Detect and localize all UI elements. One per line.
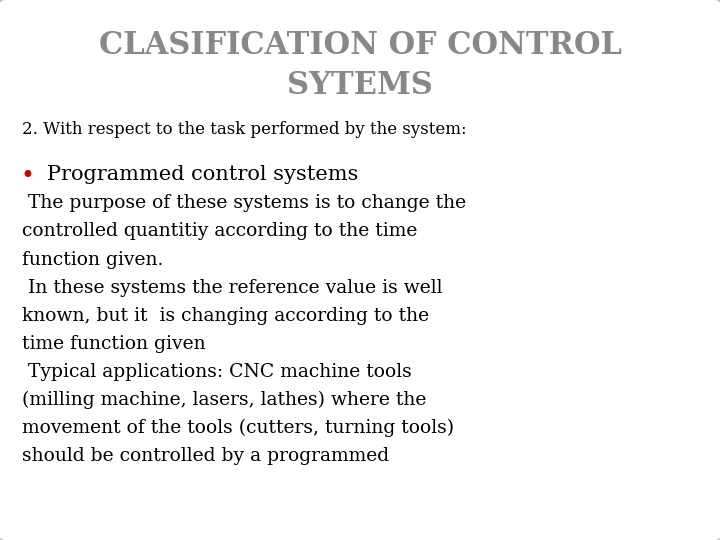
Text: movement of the tools (cutters, turning tools): movement of the tools (cutters, turning … bbox=[22, 419, 454, 437]
Text: function given.: function given. bbox=[22, 251, 163, 268]
Text: CLASIFICATION OF CONTROL: CLASIFICATION OF CONTROL bbox=[99, 30, 621, 60]
Text: 2. With respect to the task performed by the system:: 2. With respect to the task performed by… bbox=[22, 122, 467, 138]
Text: SYTEMS: SYTEMS bbox=[287, 70, 433, 101]
Text: •: • bbox=[20, 165, 34, 188]
Text: time function given: time function given bbox=[22, 335, 205, 353]
Text: In these systems the reference value is well: In these systems the reference value is … bbox=[22, 279, 442, 296]
Text: (milling machine, lasers, lathes) where the: (milling machine, lasers, lathes) where … bbox=[22, 391, 426, 409]
Text: Programmed control systems: Programmed control systems bbox=[47, 165, 358, 184]
Text: should be controlled by a programmed: should be controlled by a programmed bbox=[22, 447, 389, 465]
Text: known, but it  is changing according to the: known, but it is changing according to t… bbox=[22, 307, 428, 325]
Text: Typical applications: CNC machine tools: Typical applications: CNC machine tools bbox=[22, 363, 411, 381]
Text: controlled quantitiy according to the time: controlled quantitiy according to the ti… bbox=[22, 222, 417, 240]
Text: The purpose of these systems is to change the: The purpose of these systems is to chang… bbox=[22, 194, 466, 212]
